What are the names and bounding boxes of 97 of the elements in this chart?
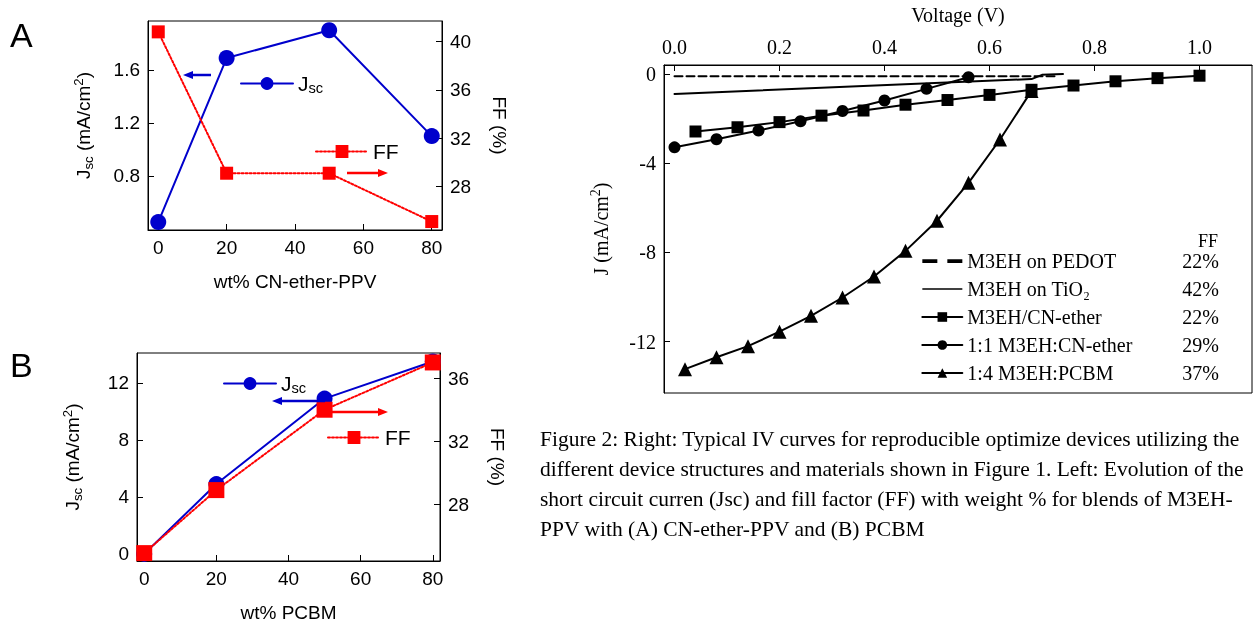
chart-title: B — [10, 346, 33, 384]
y-tick-label: 1.6 — [113, 59, 140, 81]
point — [983, 88, 996, 101]
y2-tick-label: 36 — [448, 367, 470, 389]
x-tick-label: 40 — [277, 568, 300, 589]
point — [1151, 72, 1164, 85]
legend-label: FF — [385, 426, 411, 449]
x-tick-label: 0.2 — [767, 36, 792, 58]
legend-label: M3EH on PEDOT — [967, 250, 1117, 272]
point — [668, 141, 681, 154]
point — [220, 166, 234, 180]
legend-title: FF — [1197, 231, 1219, 251]
x-tick-label: 0.6 — [977, 36, 1002, 58]
y-axis-title: Jsc (mA/cm2) — [59, 403, 85, 511]
point — [772, 324, 787, 339]
x-tick-label: 1.0 — [1187, 36, 1212, 58]
point — [920, 82, 933, 95]
x-tick-label: 80 — [421, 237, 443, 258]
y-tick-label: 0 — [118, 543, 129, 565]
point — [1067, 79, 1080, 92]
point — [752, 124, 765, 137]
y-tick-label: 0 — [646, 62, 656, 85]
point — [150, 214, 167, 231]
caption: Figure 2: Right: Typical IV curves for reproducible optimize devices utilizing the different device structures and materials shown in Figure 1. Left: Evolution of the short circuit curren (Jsc) and fill factor (FF) with weight % for blends of M3EH-PPV with (A) CN-ether-PPV and (B) PCBM — [540, 426, 1245, 543]
point — [898, 243, 913, 258]
x-axis-title: Voltage (V) — [911, 4, 1005, 27]
point — [804, 308, 818, 323]
x-tick-label: 60 — [352, 237, 374, 258]
y2-tick-label: 32 — [450, 127, 472, 149]
point — [899, 98, 912, 111]
x-tick-label: 0 — [152, 237, 164, 258]
point — [794, 115, 807, 128]
x-axis-title: wt% PCBM — [239, 602, 337, 623]
y-axis-title: Jsc (mA/cm2) — [70, 71, 96, 180]
annotation: 29% — [1182, 334, 1220, 356]
point — [151, 25, 165, 39]
point — [836, 104, 849, 117]
y-tick-label: 1.2 — [113, 112, 140, 134]
point — [731, 121, 744, 134]
point — [425, 215, 439, 229]
x-tick-label: 60 — [350, 568, 372, 589]
y-tick-label: -12 — [629, 330, 656, 353]
y-tick-label: 4 — [118, 486, 130, 508]
point — [678, 362, 692, 377]
y-tick-label: -8 — [639, 241, 656, 264]
point — [321, 22, 338, 39]
point — [962, 71, 975, 84]
x-axis-title: wt% CN-ether-PPV — [212, 271, 377, 292]
legend-label: FF — [373, 140, 399, 163]
x-tick-label: 40 — [284, 237, 306, 258]
point — [835, 290, 850, 305]
legend-label: M3EH on TiO₂ — [967, 278, 1090, 300]
legend-label: 1:1 M3EH:CN-ether — [967, 334, 1133, 356]
point — [878, 94, 891, 107]
point — [322, 166, 336, 180]
y-tick-label: 12 — [107, 372, 129, 394]
y2-axis-title: FF (%) — [487, 427, 508, 487]
point — [815, 109, 828, 122]
x-tick-label: 0.8 — [1082, 36, 1107, 58]
point — [941, 94, 954, 107]
point — [993, 132, 1007, 147]
y2-tick-label: 36 — [450, 79, 472, 101]
y2-tick-label: 28 — [450, 176, 472, 198]
point — [773, 116, 786, 129]
y2-axis-title: FF (%) — [489, 96, 510, 155]
point — [930, 213, 944, 228]
chart-title: A — [10, 16, 33, 54]
x-tick-label: 20 — [216, 237, 238, 258]
point — [709, 350, 724, 365]
y2-tick-label: 32 — [448, 430, 470, 452]
y-tick-label: 0.8 — [113, 165, 140, 187]
point — [1193, 69, 1206, 82]
point — [1109, 75, 1122, 88]
point — [710, 133, 723, 146]
x-tick-label: 20 — [205, 568, 227, 589]
annotation: 42% — [1182, 278, 1220, 300]
point — [218, 50, 235, 67]
annotation: 22% — [1182, 250, 1220, 272]
annotation: 22% — [1182, 306, 1220, 328]
legend-label: 1:4 M3EH:PCBM — [967, 362, 1114, 384]
point — [961, 175, 976, 190]
x-tick-label: 0.4 — [872, 36, 897, 58]
y-axis-title: J (mA/cm2) — [587, 182, 613, 276]
point — [867, 269, 881, 284]
y-tick-label: 8 — [118, 429, 129, 451]
x-tick-label: 80 — [422, 568, 444, 589]
point — [423, 128, 440, 145]
point — [689, 125, 702, 138]
point — [857, 104, 870, 117]
y-tick-label: -4 — [639, 152, 656, 175]
legend-label: M3EH/CN-ether — [967, 306, 1103, 328]
point — [208, 482, 225, 499]
annotation: 37% — [1182, 362, 1220, 384]
point — [316, 401, 333, 418]
x-tick-label: 0.0 — [662, 36, 687, 58]
point — [741, 339, 755, 354]
y2-tick-label: 28 — [448, 493, 470, 515]
